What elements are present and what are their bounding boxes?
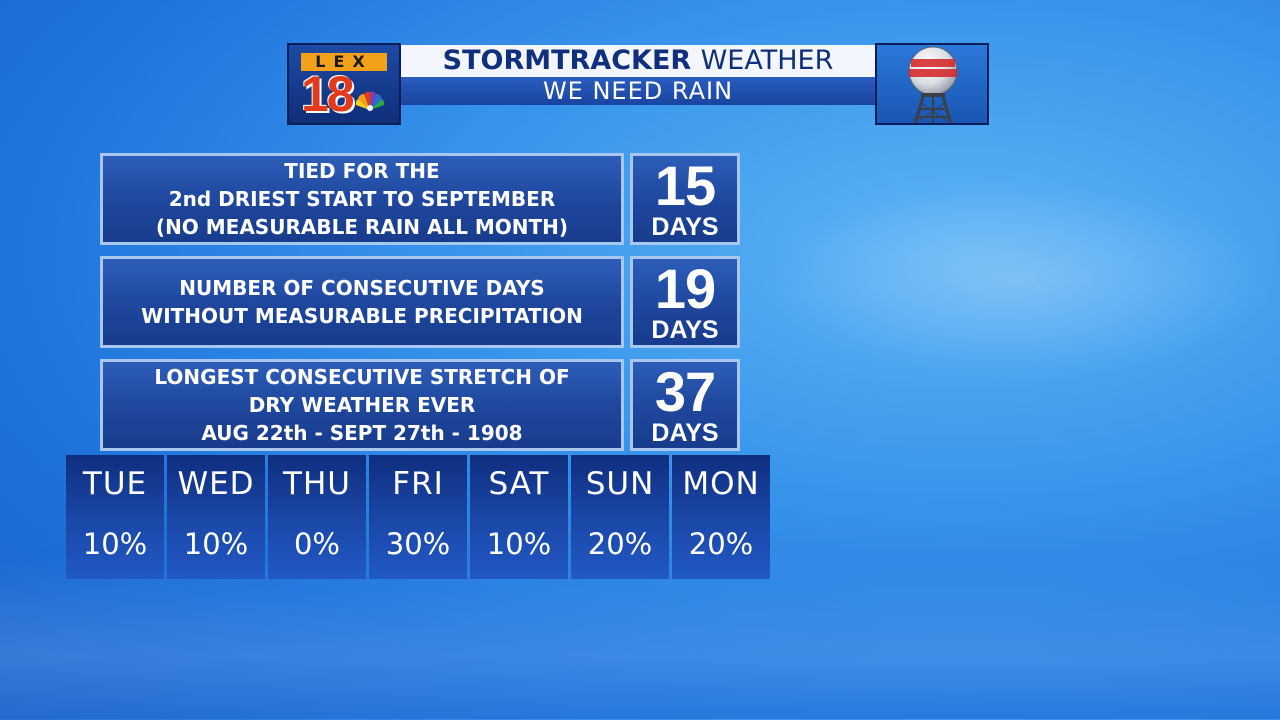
forecast-day: TUE 10%: [66, 455, 164, 579]
stat-line: 2nd DRIEST START TO SEPTEMBER: [168, 187, 556, 211]
days-badge: 37 DAYS: [630, 359, 740, 451]
title-light-text: WEATHER: [700, 45, 834, 76]
header-banner: LEX 18 STORMTRACKER WEATHER WE NEED RAIN: [287, 43, 989, 125]
station-logo: LEX 18: [287, 43, 401, 125]
forecast-day: WED 10%: [167, 455, 265, 579]
logo-lex-text: LEX: [301, 53, 387, 71]
stat-row-longest-stretch: LONGEST CONSECUTIVE STRETCH OF DRY WEATH…: [100, 359, 740, 451]
stat-line: WITHOUT MEASURABLE PRECIPITATION: [141, 304, 583, 328]
stat-line: AUG 22th - SEPT 27th - 1908: [201, 421, 523, 445]
stat-description: TIED FOR THE 2nd DRIEST START TO SEPTEMB…: [100, 153, 624, 245]
stat-row-consecutive-days: NUMBER OF CONSECUTIVE DAYS WITHOUT MEASU…: [100, 256, 740, 348]
day-label: SAT: [488, 466, 550, 502]
forecast-day: MON 20%: [672, 455, 770, 579]
stat-line: NUMBER OF CONSECUTIVE DAYS: [179, 276, 545, 300]
title-bold-text: STORMTRACKER: [442, 45, 692, 76]
stat-line: DRY WEATHER EVER: [248, 393, 476, 417]
days-unit: DAYS: [651, 213, 719, 241]
rain-chance-value: 0%: [293, 527, 340, 561]
cloud-highlight: [760, 180, 1280, 380]
day-label: WED: [177, 466, 255, 502]
stat-line: LONGEST CONSECUTIVE STRETCH OF: [154, 365, 570, 389]
days-badge: 15 DAYS: [630, 153, 740, 245]
day-label: SUN: [585, 466, 655, 502]
day-label: THU: [283, 466, 351, 502]
rain-chance-value: 20%: [688, 527, 754, 561]
forecast-day: SUN 20%: [571, 455, 669, 579]
days-badge: 19 DAYS: [630, 256, 740, 348]
forecast-day: SAT 10%: [470, 455, 568, 579]
days-unit: DAYS: [651, 316, 719, 344]
page-subtitle: WE NEED RAIN: [401, 77, 875, 105]
day-label: MON: [682, 466, 760, 502]
stat-line: (NO MEASURABLE RAIN ALL MONTH): [155, 215, 569, 239]
stat-description: LONGEST CONSECUTIVE STRETCH OF DRY WEATH…: [100, 359, 624, 451]
radar-tower-icon: [908, 46, 958, 123]
rain-chance-value: 10%: [183, 527, 249, 561]
logo-number-text: 18: [301, 66, 355, 122]
rain-chance-value: 20%: [587, 527, 653, 561]
title-block: STORMTRACKER WEATHER WE NEED RAIN: [401, 43, 875, 125]
forecast-day: FRI 30%: [369, 455, 467, 579]
rain-chance-value: 10%: [82, 527, 148, 561]
cloud-band: [0, 560, 1280, 720]
radar-tower-image: [875, 43, 989, 125]
days-value: 19: [654, 257, 716, 320]
peacock-icon: [355, 91, 385, 111]
page-title: STORMTRACKER WEATHER: [401, 45, 875, 77]
stat-description: NUMBER OF CONSECUTIVE DAYS WITHOUT MEASU…: [100, 256, 624, 348]
day-label: FRI: [392, 466, 444, 502]
stat-line: TIED FOR THE: [284, 159, 440, 183]
days-unit: DAYS: [651, 419, 719, 447]
forecast-day: THU 0%: [268, 455, 366, 579]
days-value: 15: [654, 154, 716, 217]
rain-chance-forecast: TUE 10% WED 10% THU 0% FRI 30% SAT 10% S…: [66, 455, 770, 579]
rain-chance-value: 10%: [486, 527, 552, 561]
day-label: TUE: [82, 466, 148, 502]
days-value: 37: [654, 360, 716, 423]
rain-chance-value: 30%: [385, 527, 451, 561]
stat-row-driest-start: TIED FOR THE 2nd DRIEST START TO SEPTEMB…: [100, 153, 740, 245]
